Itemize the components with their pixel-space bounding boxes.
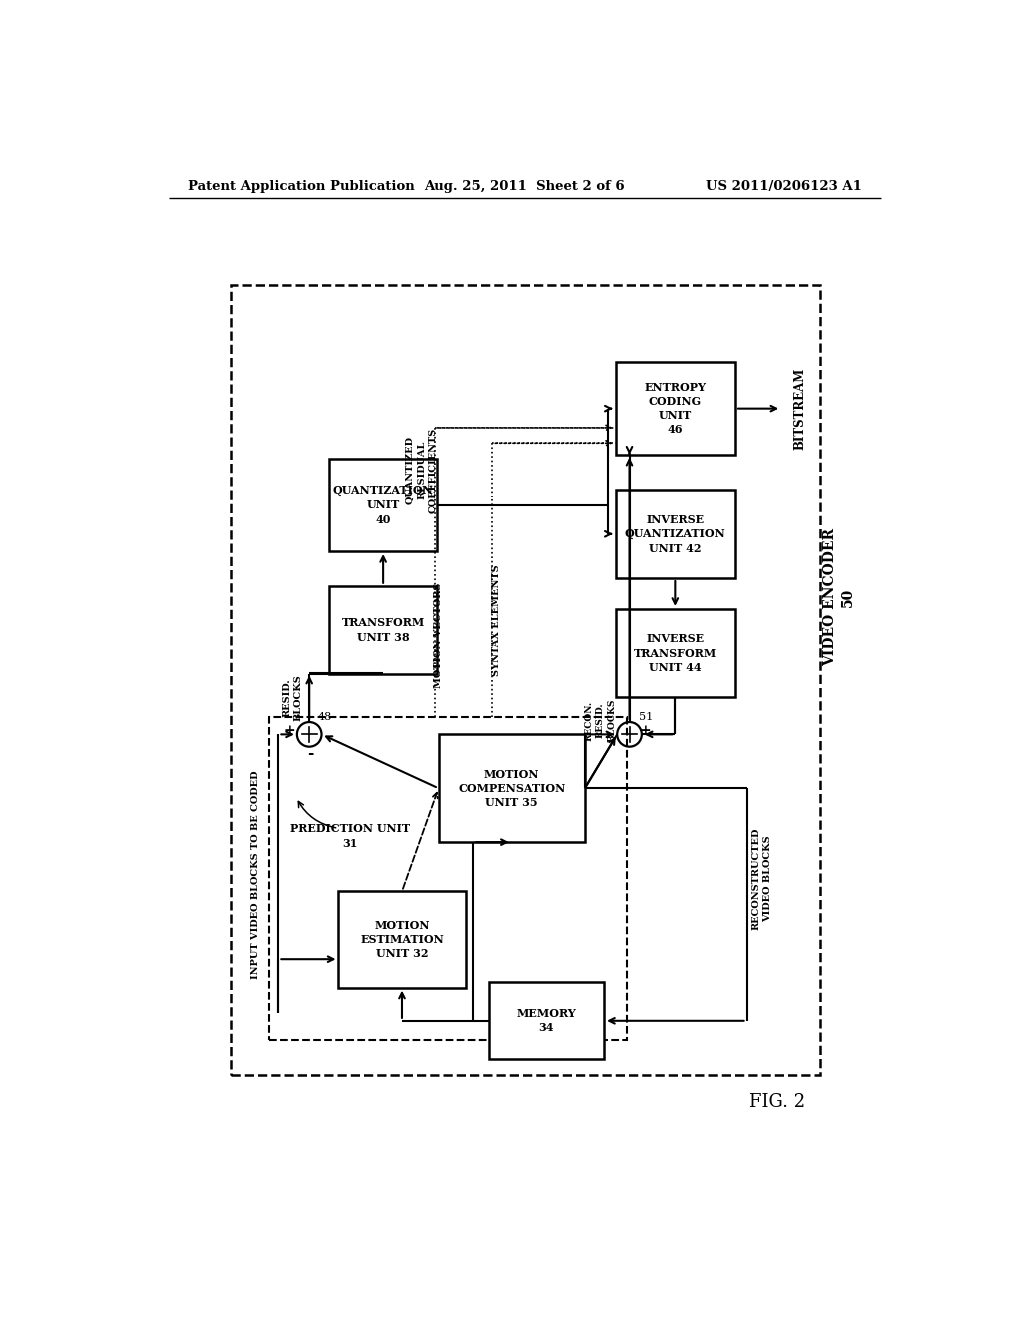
Text: +: + xyxy=(639,725,650,738)
Text: MOTION
COMPENSATION
UNIT 35: MOTION COMPENSATION UNIT 35 xyxy=(458,768,565,808)
Text: SYNTAX ELEMENTS: SYNTAX ELEMENTS xyxy=(492,565,501,676)
Text: PREDICTION UNIT
31: PREDICTION UNIT 31 xyxy=(290,824,410,849)
Text: ENTROPY
CODING
UNIT
46: ENTROPY CODING UNIT 46 xyxy=(644,381,707,436)
Bar xyxy=(269,717,628,1040)
Text: Aug. 25, 2011  Sheet 2 of 6: Aug. 25, 2011 Sheet 2 of 6 xyxy=(425,180,625,193)
Text: RECON.
RESID.
BLOCKS: RECON. RESID. BLOCKS xyxy=(585,698,616,742)
Bar xyxy=(615,609,735,697)
Text: INVERSE
TRANSFORM
UNIT 44: INVERSE TRANSFORM UNIT 44 xyxy=(634,634,717,673)
Text: MOTION VECTORS: MOTION VECTORS xyxy=(434,583,443,689)
Text: 48: 48 xyxy=(317,713,332,722)
Text: Patent Application Publication: Patent Application Publication xyxy=(188,180,415,193)
Bar xyxy=(330,459,437,552)
Bar xyxy=(438,734,585,842)
Bar xyxy=(615,490,735,578)
Bar xyxy=(488,982,604,1059)
Text: 51: 51 xyxy=(639,713,653,722)
Text: QUANTIZATION
UNIT
40: QUANTIZATION UNIT 40 xyxy=(333,486,433,524)
Bar xyxy=(230,285,819,1074)
Text: +: + xyxy=(284,723,295,738)
Text: FIG. 2: FIG. 2 xyxy=(750,1093,806,1110)
Text: RECONSTRUCTED
VIDEO BLOCKS: RECONSTRUCTED VIDEO BLOCKS xyxy=(752,828,772,929)
Text: INPUT VIDEO BLOCKS TO BE CODED: INPUT VIDEO BLOCKS TO BE CODED xyxy=(251,771,260,978)
Text: TRANSFORM
UNIT 38: TRANSFORM UNIT 38 xyxy=(341,618,425,643)
Text: VIDEO ENCODER
50: VIDEO ENCODER 50 xyxy=(823,528,855,667)
Text: US 2011/0206123 A1: US 2011/0206123 A1 xyxy=(707,180,862,193)
Text: INVERSE
QUANTIZATION
UNIT 42: INVERSE QUANTIZATION UNIT 42 xyxy=(625,513,726,553)
Text: BITSTREAM: BITSTREAM xyxy=(794,367,807,450)
Bar xyxy=(615,363,735,455)
Text: MEMORY
34: MEMORY 34 xyxy=(516,1008,577,1034)
Text: QUANTIZED
RESIDUAL
COEFFICIENTS: QUANTIZED RESIDUAL COEFFICIENTS xyxy=(406,428,437,513)
Text: MOTION
ESTIMATION
UNIT 32: MOTION ESTIMATION UNIT 32 xyxy=(360,920,443,960)
Text: RESID.
BLOCKS: RESID. BLOCKS xyxy=(282,675,302,721)
Bar xyxy=(330,586,437,675)
Text: -: - xyxy=(307,747,314,762)
Bar xyxy=(339,891,466,987)
